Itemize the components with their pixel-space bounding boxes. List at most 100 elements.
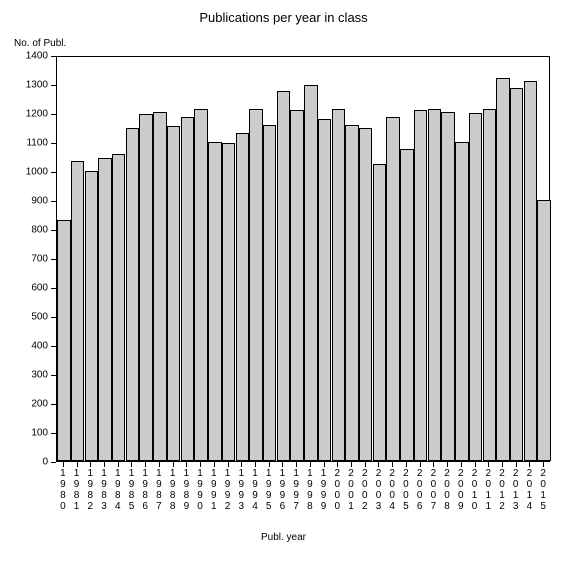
x-tick-mark [433, 462, 434, 467]
bar [112, 154, 125, 461]
x-tick-label: 1984 [111, 468, 125, 512]
x-tick-mark [145, 462, 146, 467]
x-tick-mark [337, 462, 338, 467]
x-tick-label: 1992 [221, 468, 235, 512]
bar [428, 109, 441, 461]
y-tick-label: 100 [31, 428, 48, 439]
x-tick-label: 1995 [262, 468, 276, 512]
x-tick-label: 2014 [523, 468, 537, 512]
x-tick-mark [104, 462, 105, 467]
y-tick-mark [51, 172, 56, 173]
bar [469, 113, 482, 461]
x-tick-label: 2007 [427, 468, 441, 512]
y-tick-mark [51, 433, 56, 434]
bar [386, 117, 399, 461]
x-tick-label: 2013 [509, 468, 523, 512]
x-tick-mark [186, 462, 187, 467]
bar [318, 119, 331, 461]
y-tick-mark [51, 404, 56, 405]
x-axis-title: Publ. year [0, 532, 567, 543]
x-tick-label: 1980 [56, 468, 70, 512]
y-tick-label: 900 [31, 196, 48, 207]
bar [167, 126, 180, 461]
x-tick-label: 1996 [276, 468, 290, 512]
x-tick-mark [475, 462, 476, 467]
bar [332, 109, 345, 461]
x-tick-mark [543, 462, 544, 467]
x-tick-mark [63, 462, 64, 467]
y-tick-mark [51, 462, 56, 463]
bar [139, 114, 152, 461]
x-tick-label: 2003 [372, 468, 386, 512]
bar [345, 125, 358, 461]
bar [455, 142, 468, 461]
x-tick-mark [378, 462, 379, 467]
x-tick-mark [488, 462, 489, 467]
bar [290, 110, 303, 461]
bar [222, 143, 235, 461]
bar [414, 110, 427, 461]
x-tick-mark [502, 462, 503, 467]
x-tick-mark [77, 462, 78, 467]
y-tick-mark [51, 201, 56, 202]
bar [126, 128, 139, 462]
x-tick-mark [200, 462, 201, 467]
x-tick-label: 2012 [495, 468, 509, 512]
bar [524, 81, 537, 461]
y-tick-label: 1200 [26, 109, 48, 120]
x-tick-mark [392, 462, 393, 467]
x-tick-label: 2002 [358, 468, 372, 512]
bar [249, 109, 262, 461]
bar [510, 88, 523, 461]
bar [57, 220, 70, 461]
x-tick-label: 1990 [193, 468, 207, 512]
x-tick-label: 2006 [413, 468, 427, 512]
x-tick-mark [447, 462, 448, 467]
y-tick-mark [51, 317, 56, 318]
bar [304, 85, 317, 461]
x-tick-mark [324, 462, 325, 467]
y-tick-mark [51, 85, 56, 86]
x-tick-label: 1987 [152, 468, 166, 512]
x-tick-mark [255, 462, 256, 467]
x-tick-label: 1993 [234, 468, 248, 512]
y-tick-mark [51, 230, 56, 231]
x-tick-mark [310, 462, 311, 467]
y-tick-label: 1400 [26, 51, 48, 62]
x-tick-mark [269, 462, 270, 467]
bar [98, 158, 111, 461]
bar [194, 109, 207, 461]
bar [496, 78, 509, 461]
x-tick-mark [351, 462, 352, 467]
x-tick-label: 2015 [536, 468, 550, 512]
y-tick-mark [51, 114, 56, 115]
x-tick-label: 1988 [166, 468, 180, 512]
bar [441, 112, 454, 461]
x-tick-mark [90, 462, 91, 467]
x-tick-label: 2011 [481, 468, 495, 512]
x-tick-label: 1985 [125, 468, 139, 512]
bar [85, 171, 98, 461]
x-tick-label: 2008 [440, 468, 454, 512]
y-tick-mark [51, 375, 56, 376]
x-tick-mark [214, 462, 215, 467]
x-tick-label: 2004 [385, 468, 399, 512]
y-tick-label: 600 [31, 283, 48, 294]
x-tick-mark [516, 462, 517, 467]
chart-container: Publications per year in class No. of Pu… [0, 0, 567, 567]
plot-area [56, 56, 550, 462]
x-tick-mark [296, 462, 297, 467]
y-tick-label: 1300 [26, 80, 48, 91]
y-tick-label: 0 [42, 457, 48, 468]
x-tick-label: 1997 [289, 468, 303, 512]
x-tick-mark [131, 462, 132, 467]
y-tick-label: 400 [31, 341, 48, 352]
y-tick-label: 800 [31, 225, 48, 236]
x-tick-mark [420, 462, 421, 467]
bar [181, 117, 194, 461]
x-tick-label: 2009 [454, 468, 468, 512]
x-tick-label: 1986 [138, 468, 152, 512]
bar [483, 109, 496, 461]
x-tick-mark [159, 462, 160, 467]
x-tick-mark [173, 462, 174, 467]
